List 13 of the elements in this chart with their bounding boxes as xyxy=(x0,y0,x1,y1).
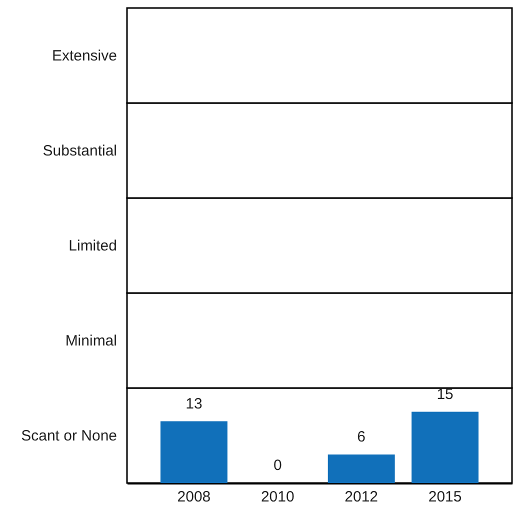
data-label: 15 xyxy=(436,386,454,403)
band-label: Scant or None xyxy=(21,428,117,444)
band-label: Minimal xyxy=(65,332,117,350)
x-tick-label: 2010 xyxy=(260,488,294,505)
x-tick-label: 2008 xyxy=(177,488,211,505)
band-label: Substantial xyxy=(42,142,117,160)
data-label: 6 xyxy=(357,428,366,446)
x-tick-label: 2015 xyxy=(428,488,462,505)
band-label: Extensive xyxy=(52,48,117,64)
band-label: Limited xyxy=(68,238,117,254)
data-label: 0 xyxy=(273,457,282,474)
x-tick-label: 2012 xyxy=(344,488,378,505)
data-label: 13 xyxy=(186,395,202,412)
